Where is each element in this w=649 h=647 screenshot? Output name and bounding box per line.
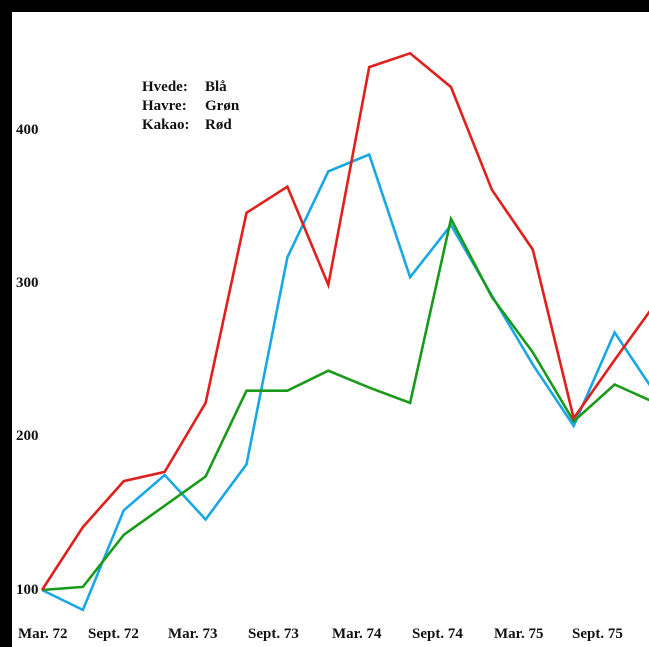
series-line-oats	[41, 215, 649, 592]
legend-label-wheat: Hvede:	[142, 79, 188, 95]
legend: Hvede: Blå Havre: Grøn Kakao: Rød	[142, 79, 240, 133]
legend-color-cocoa: Rød	[205, 117, 232, 133]
x-tick-label-sept-73: Sept. 73	[248, 626, 299, 642]
legend-color-oats: Grøn	[205, 98, 240, 114]
x-tick-label-sept-72: Sept. 72	[88, 626, 139, 642]
y-tick-label-200: 200	[16, 428, 39, 444]
x-tick-label-mar-75: Mar. 75	[494, 626, 543, 642]
x-tick-label-sept-75: Sept. 75	[572, 626, 623, 642]
x-tick-label-sept-74: Sept. 74	[412, 626, 463, 642]
series-line-wheat	[41, 152, 649, 612]
series-line-cocoa	[40, 51, 649, 591]
x-tick-label-mar-73: Mar. 73	[168, 626, 217, 642]
legend-label-oats: Havre:	[142, 98, 187, 114]
legend-label-cocoa: Kakao:	[142, 117, 190, 133]
y-axis-ticks: 100 200 300 400	[16, 122, 39, 598]
x-tick-label-mar-72: Mar. 72	[18, 626, 67, 642]
legend-color-wheat: Blå	[205, 79, 227, 95]
x-tick-label-mar-74: Mar. 74	[332, 626, 382, 642]
y-tick-label-400: 400	[16, 122, 39, 138]
y-tick-label-100: 100	[16, 582, 39, 598]
x-axis-ticks: Mar. 72 Sept. 72 Mar. 73 Sept. 73 Mar. 7…	[18, 626, 623, 642]
series-layer	[40, 51, 649, 612]
y-tick-label-300: 300	[16, 275, 39, 291]
